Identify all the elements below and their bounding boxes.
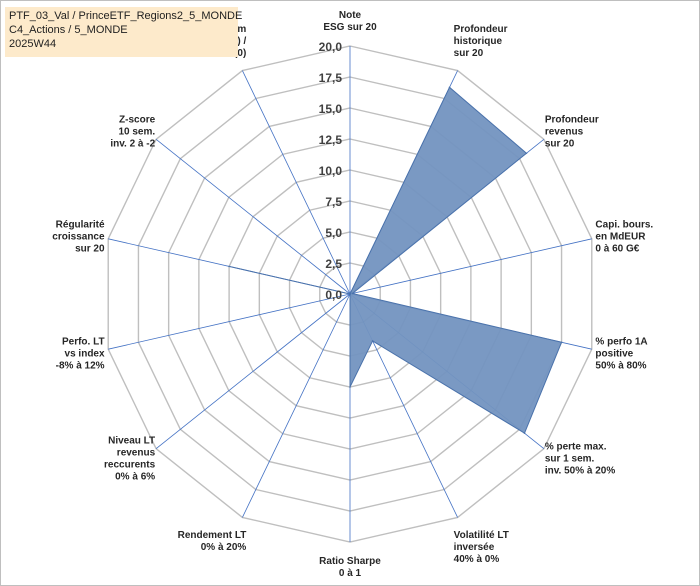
data-point (560, 341, 563, 344)
chart-title-line: PTF_03_Val / PrinceETF_Regions2_5_MONDE (9, 10, 243, 22)
radial-tick-labels: 0,0 2,5 5,0 7,5 10,0 12,5 15,0 17,5 20,0 (319, 40, 343, 302)
axis-label-line: positive (595, 348, 633, 359)
axis-label-line: revenus (545, 127, 584, 138)
axis-label-line: Niveau LT (108, 435, 155, 446)
axis-label-line: ESG sur 20 (323, 22, 377, 33)
axis-label-line: inversée (454, 542, 495, 553)
axis-label-line: revenus (117, 447, 156, 458)
tick-label: 15,0 (319, 102, 343, 116)
series-area (228, 86, 563, 434)
axis-label-line: 0 à 1 (339, 568, 362, 579)
data-point (525, 152, 528, 155)
axis-label-line: sur 20 (75, 244, 105, 255)
data-point (523, 432, 526, 434)
axis-label-line: Z-score (119, 115, 156, 126)
axis-label-line: inv. 50% à 20% (545, 465, 616, 476)
axis-label-line: 0% à 6% (115, 471, 155, 482)
axis-spoke (242, 293, 351, 518)
axis-label-line: sur 20 (454, 48, 484, 59)
tick-label: 10,0 (319, 164, 343, 178)
axis-label-line: sur 1 sem. (545, 453, 595, 464)
chart-title-box: PTF_03_Val / PrinceETF_Regions2_5_MONDE … (5, 7, 243, 57)
data-point (371, 340, 374, 342)
axis-label: Profondeur revenus sur 20 (545, 115, 599, 150)
data-point (351, 292, 354, 295)
data-point (349, 386, 351, 388)
tick-label: 20,0 (319, 40, 343, 54)
axis-label-line: 0% à 20% (201, 542, 247, 553)
axis-label: Profondeur historique sur 20 (454, 24, 508, 59)
axis-label: Z-score 10 sem. inv. 2 à -2 (110, 115, 155, 150)
axis-label-line: % perfo 1A (595, 336, 647, 347)
axis-spoke (108, 293, 351, 350)
axis-label-line: vs index (65, 348, 105, 359)
axis-spoke (155, 293, 351, 449)
axis-label-line: 40% à 0% (454, 554, 500, 565)
data-point (349, 293, 351, 295)
axis-label-line: croissance (52, 232, 105, 243)
axis-label-line: % perte max. (545, 441, 607, 452)
axis-label: Note ESG sur 20 (323, 10, 377, 33)
axis-label-line: Perfo. LT (62, 336, 105, 347)
axis-spoke (155, 139, 351, 295)
axis-label-line: Capi. bours. (595, 220, 653, 231)
axis-spoke (242, 70, 351, 295)
axis-label-line: Note (339, 10, 362, 21)
axis-label-line: reccurents (104, 459, 156, 470)
tick-label: 17,5 (319, 71, 343, 85)
data-point (448, 86, 451, 89)
tick-label: 7,5 (325, 195, 342, 209)
axis-label-line: Volatilité LT (454, 530, 509, 541)
axis-label: Régularité croissance sur 20 (52, 220, 105, 255)
axis-label: Capi. bours. en MdEUR 0 à 60 G€ (595, 220, 653, 255)
axis-label-line: inv. 2 à -2 (110, 139, 155, 150)
axis-label-line: Régularité (56, 220, 105, 231)
axis-label-line: 0 à 60 G€ (595, 244, 639, 255)
axis-label-line: sur 20 (545, 139, 575, 150)
tick-label: 2,5 (325, 257, 342, 271)
axis-label: Volatilité LT inversée 40% à 0% (454, 530, 509, 565)
axis-label: Rendement LT 0% à 20% (178, 530, 247, 553)
axis-label-line: historique (454, 36, 503, 47)
axis-label-line: Rendement LT (178, 530, 247, 541)
axis-label-line: -8% à 12% (56, 360, 105, 371)
tick-label: 12,5 (319, 133, 343, 147)
axis-label: % perfo 1A positive 50% à 80% (595, 336, 647, 371)
axis-label-line: Ratio Sharpe (319, 556, 381, 567)
axis-label: Niveau LT revenus reccurents 0% à 6% (104, 435, 156, 482)
axis-label-line: Profondeur (454, 24, 508, 35)
tick-label: 5,0 (325, 226, 342, 240)
axis-label: % perte max. sur 1 sem. inv. 50% à 20% (545, 441, 616, 476)
chart-period-line: 2025W44 (9, 38, 57, 50)
tick-label: 0,0 (325, 288, 342, 302)
axis-label: Ratio Sharpe 0 à 1 (319, 556, 381, 579)
data-point (228, 265, 230, 268)
axis-label-line: 10 sem. (118, 127, 155, 138)
axis-label-line: en MdEUR (595, 232, 646, 243)
axis-label: Perfo. LT vs index -8% à 12% (56, 336, 105, 371)
radar-series (228, 86, 563, 434)
axis-label-line: 50% à 80% (595, 360, 646, 371)
chart-subtitle-line: C4_Actions / 5_MONDE (9, 24, 128, 36)
axis-spoke (349, 238, 592, 295)
axis-label-line: Profondeur (545, 115, 599, 126)
